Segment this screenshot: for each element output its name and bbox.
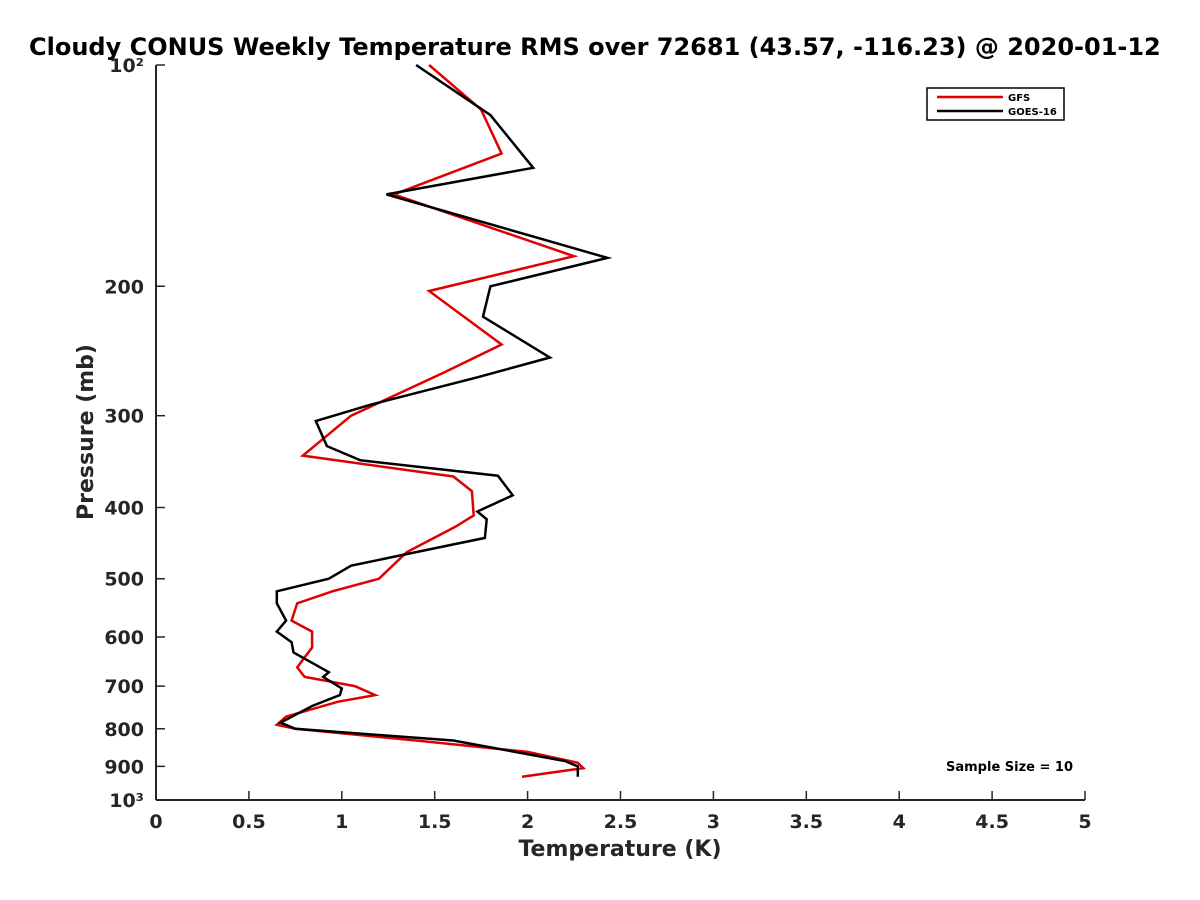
y-tick-label: 10³ (109, 790, 144, 812)
y-tick-label: 200 (104, 276, 144, 298)
y-axis-label: Pressure (mb) (74, 344, 99, 520)
y-tick-label: 900 (104, 756, 144, 778)
x-tick-label: 0 (149, 811, 162, 833)
x-tick-label: 4.5 (975, 811, 1009, 833)
series-line-gfs (274, 64, 587, 779)
y-tick-label: 300 (104, 406, 144, 428)
y-tick-label: 500 (104, 569, 144, 591)
series-lines (274, 63, 613, 779)
x-axis-ticks: 0 0.5 1 1.5 2 2.5 3 3.5 4 4.5 5 (149, 791, 1092, 833)
x-tick-label: 0.5 (232, 811, 266, 833)
series-line-goes16 (274, 63, 613, 777)
chart-title: Cloudy CONUS Weekly Temperature RMS over… (29, 33, 1161, 61)
y-tick-label: 700 (104, 676, 144, 698)
plot-area (155, 65, 1085, 801)
legend-box (926, 87, 1065, 121)
x-axis-label: Temperature (K) (518, 837, 721, 862)
x-tick-label: 1 (335, 811, 348, 833)
legend-label-gfs: GFS (1008, 93, 1030, 104)
x-tick-label: 4 (893, 811, 906, 833)
y-axis-ticks: 10² 200 300 400 500 600 700 800 900 10³ (104, 55, 165, 812)
y-tick-label: 10² (109, 55, 144, 77)
x-tick-label: 3.5 (789, 811, 823, 833)
sample-size-annotation: Sample Size = 10 (946, 760, 1073, 775)
x-tick-label: 3 (707, 811, 720, 833)
x-tick-label: 2.5 (604, 811, 638, 833)
y-tick-label: 600 (104, 627, 144, 649)
legend: GFS GOES-16 (926, 87, 1065, 121)
legend-label-goes16: GOES-16 (1008, 107, 1057, 118)
x-tick-label: 2 (521, 811, 534, 833)
x-tick-label: 1.5 (418, 811, 452, 833)
y-tick-label: 800 (104, 719, 144, 741)
x-tick-label: 5 (1078, 811, 1091, 833)
y-tick-label: 400 (104, 498, 144, 520)
